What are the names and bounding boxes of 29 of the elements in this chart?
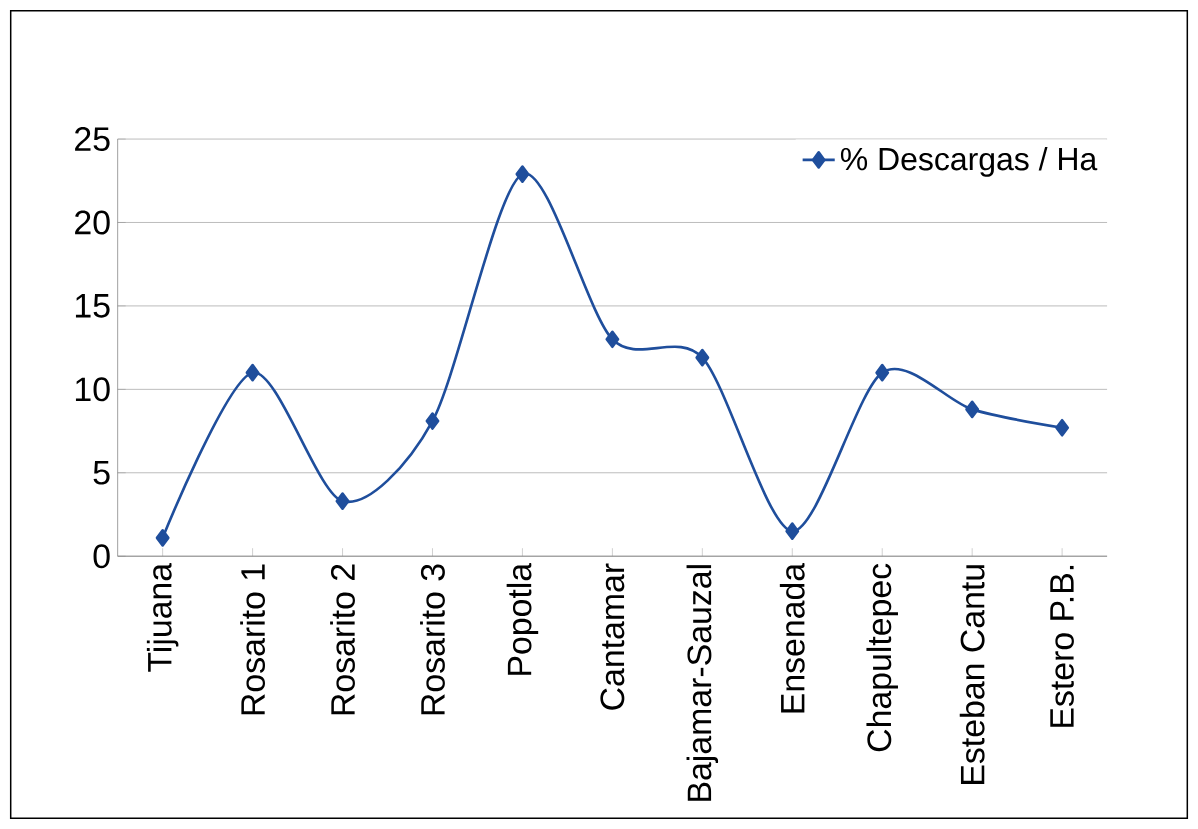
point — [335, 492, 350, 510]
point — [875, 363, 890, 382]
x-tick-label: Tijuana — [146, 562, 179, 672]
x-tick-label: Rosarito 3 — [420, 564, 445, 715]
y-tick-label: 0 — [93, 544, 110, 569]
point — [605, 330, 620, 349]
y-tick-label: 25 — [75, 127, 110, 152]
y-tick-label: 20 — [75, 210, 110, 235]
point — [245, 363, 260, 382]
x-tick-label: Ensenada — [779, 562, 805, 713]
point — [695, 348, 710, 367]
x-tick-label: Rosarito 2 — [330, 564, 355, 715]
y-tick-label: 5 — [93, 460, 110, 485]
x-tick-label: Bajamar-Sauzal — [686, 565, 719, 801]
x-tick-label: Rosarito 1 — [240, 564, 265, 715]
y-tick-label: 15 — [75, 294, 110, 318]
x-tick-label: Popotla — [506, 562, 539, 675]
x-tick-label: Chapultepec — [866, 563, 898, 752]
legend-label: % Descargas / Ha — [840, 146, 1098, 177]
x-tick-label: Esteban Cantu — [959, 565, 985, 784]
point — [1055, 418, 1070, 437]
point — [155, 529, 170, 547]
x-tick-label: Estero P.B. — [1050, 565, 1074, 727]
x-tick-label: Cantamar — [600, 563, 625, 710]
point — [515, 165, 530, 183]
point — [785, 522, 800, 541]
y-tick-label: 10 — [75, 377, 110, 402]
point — [965, 400, 980, 419]
point — [425, 412, 440, 430]
